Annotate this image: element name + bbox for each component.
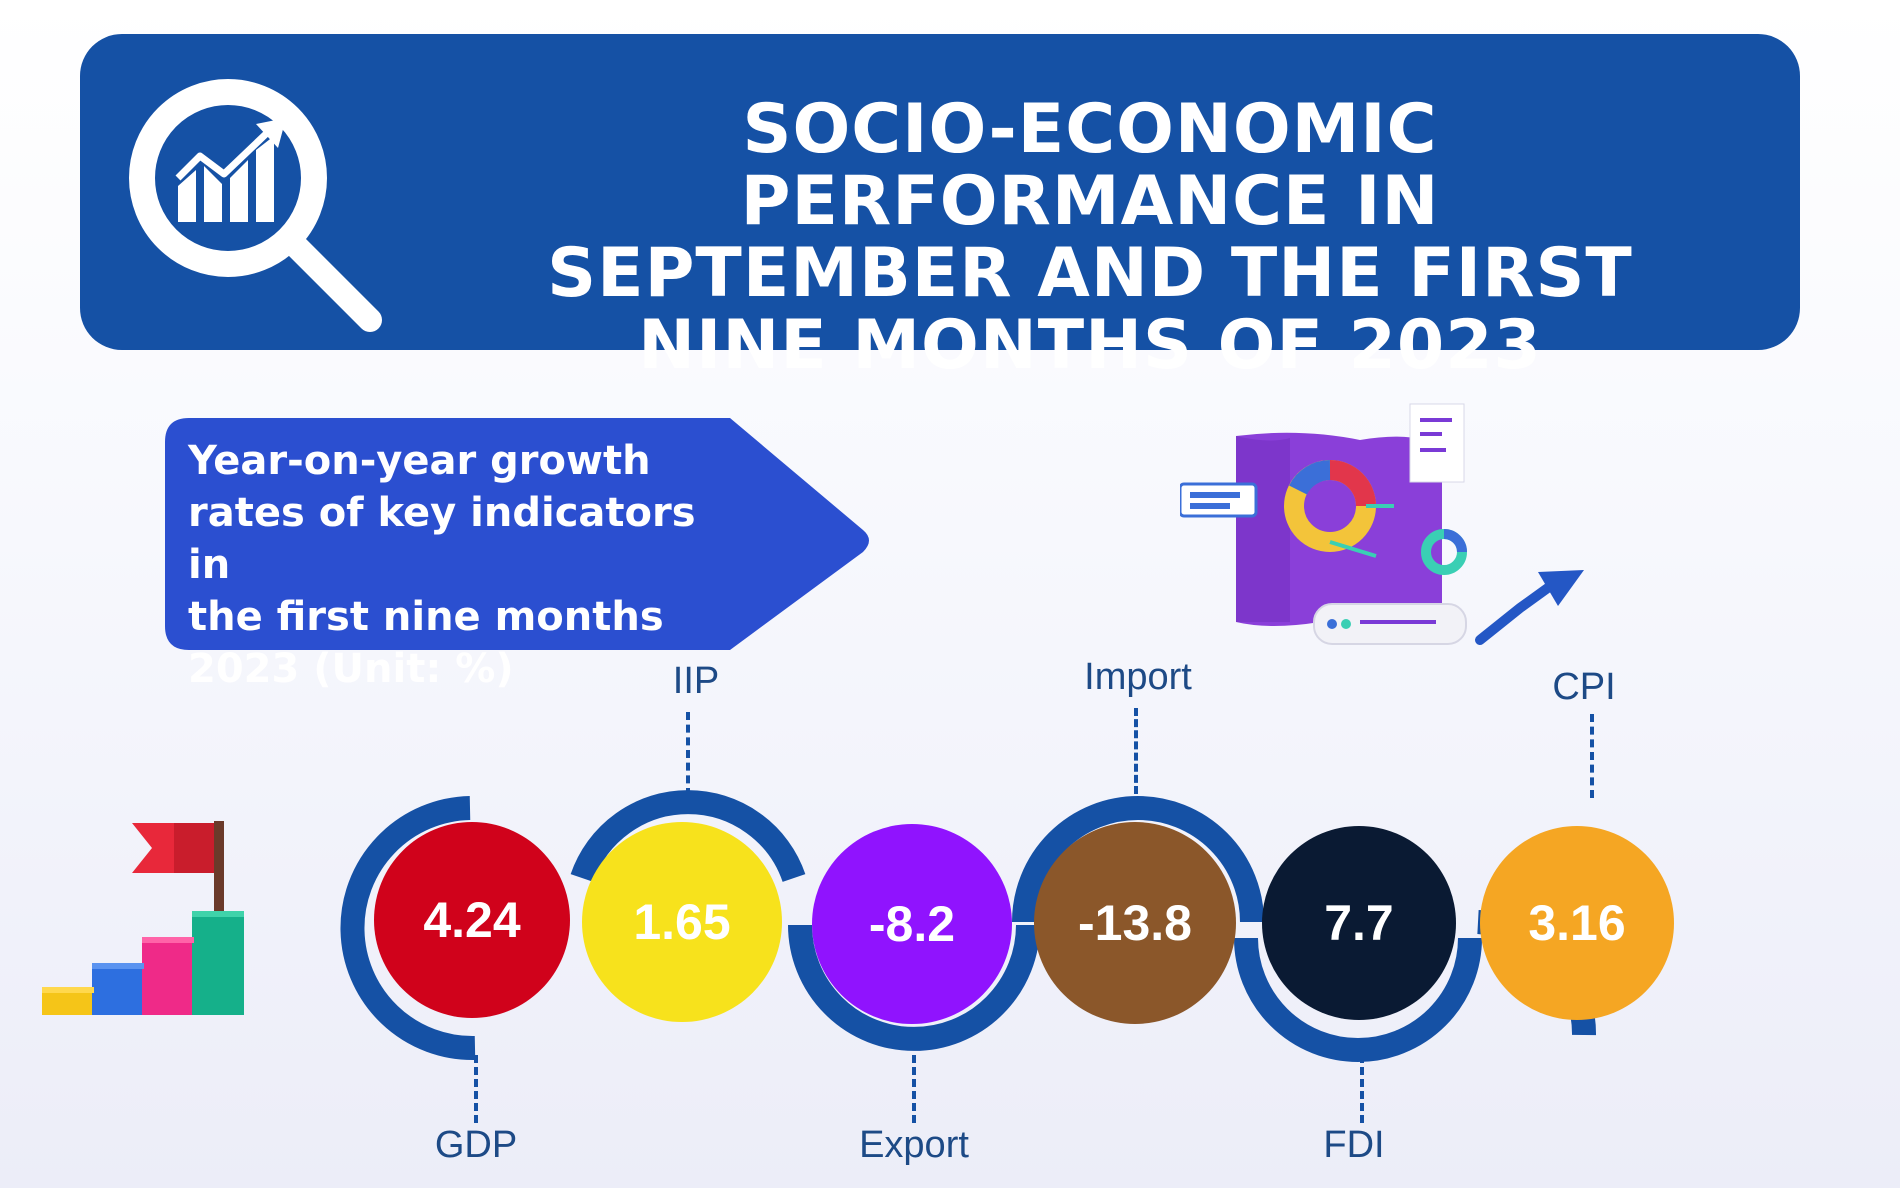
iip-label: IIP <box>672 660 720 702</box>
iip-value-circle: 1.65 <box>582 822 782 1022</box>
cpi-value-circle: 3.16 <box>1480 826 1674 1020</box>
page-title: SOCIO-ECONOMIC PERFORMANCE IN SEPTEMBER … <box>547 90 1633 385</box>
arc-import <box>1012 796 1264 923</box>
arc-export <box>788 924 1040 1051</box>
fdi-connector <box>1360 1055 1364 1123</box>
arc-gdp <box>340 796 476 1061</box>
import-connector <box>1134 708 1138 794</box>
fdi-value: 7.7 <box>1324 895 1394 951</box>
import-value-circle: -13.8 <box>1034 822 1236 1024</box>
export-value-circle: -8.2 <box>812 824 1012 1024</box>
fdi-value-circle: 7.7 <box>1262 826 1456 1020</box>
import-value: -13.8 <box>1078 895 1192 951</box>
export-value: -8.2 <box>868 896 956 952</box>
export-label: Export <box>859 1124 969 1166</box>
gdp-value-circle: 4.24 <box>374 822 570 1018</box>
stairs-flag-icon <box>42 821 244 1015</box>
cpi-value: 3.16 <box>1528 895 1626 951</box>
cpi-label: CPI <box>1552 666 1616 708</box>
analytics-illustration-icon <box>1180 403 1584 645</box>
magnifier-chart-icon <box>129 79 382 332</box>
cpi-connector <box>1590 714 1594 798</box>
iip-value: 1.65 <box>633 894 731 950</box>
gdp-value: 4.24 <box>423 892 521 948</box>
header-banner: SOCIO-ECONOMIC PERFORMANCE IN SEPTEMBER … <box>80 34 1800 382</box>
arc-iip <box>570 790 806 883</box>
gdp-label: GDP <box>434 1124 518 1166</box>
subtitle-text: Year-on-year growth rates of key indicat… <box>188 438 696 692</box>
gdp-connector <box>474 1055 478 1123</box>
arc-fdi <box>1234 937 1482 1062</box>
export-connector <box>912 1055 916 1123</box>
iip-connector <box>686 712 690 796</box>
fdi-label: FDI <box>1323 1124 1385 1166</box>
import-label: Import <box>1084 656 1192 698</box>
subtitle-banner <box>165 418 869 650</box>
